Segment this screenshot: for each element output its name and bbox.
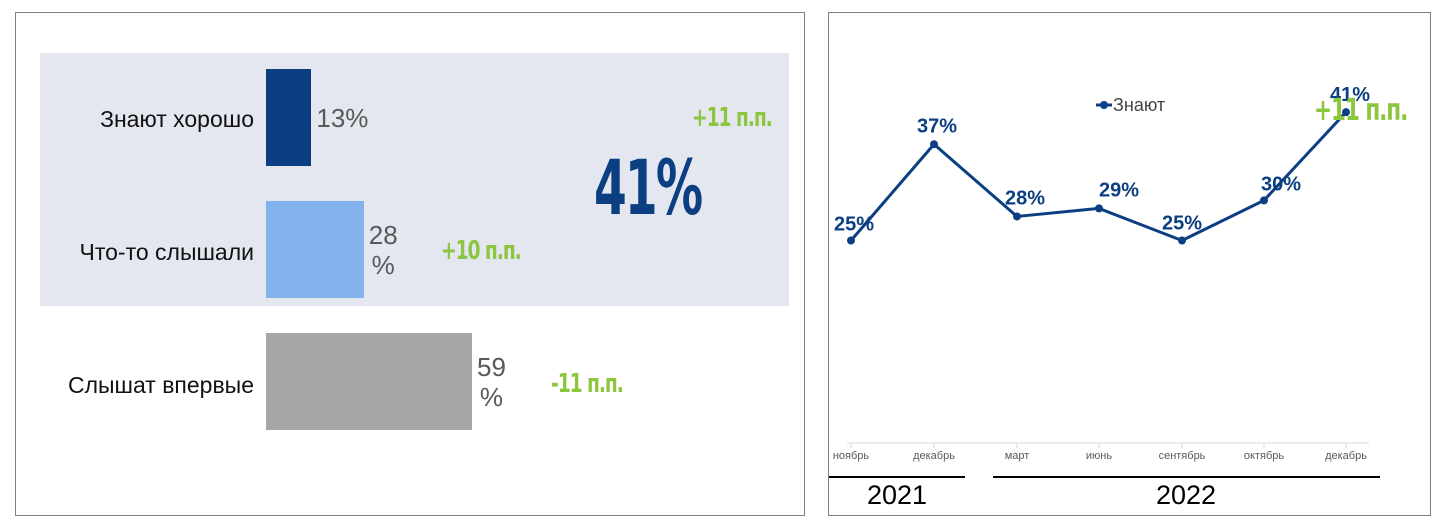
- delta-label-line: +11 п.п.: [1314, 94, 1407, 128]
- value-label-know-well: 13%: [316, 102, 369, 133]
- delta-label-first-time: -11 п.п.: [551, 369, 624, 399]
- data-label: 29%: [1099, 179, 1139, 201]
- value-label-heard-something: 28%: [368, 219, 398, 280]
- year-label-2022: 2022: [1156, 480, 1216, 510]
- data-label: 37%: [917, 115, 957, 137]
- delta-label-heard-something: +10 п.п.: [441, 236, 522, 266]
- data-label: 30%: [1261, 173, 1301, 195]
- x-tick-label: октябрь: [1244, 450, 1284, 462]
- x-tick-label: сентябрь: [1159, 450, 1206, 462]
- legend-marker: [1100, 101, 1108, 109]
- bar-chart-panel: Знают хорошо Что-то слышали Слышат вперв…: [15, 12, 805, 516]
- x-tick-label: ноябрь: [833, 450, 870, 462]
- data-label: 25%: [1162, 213, 1202, 235]
- data-point: [930, 140, 938, 149]
- data-label: 41%: [1330, 84, 1370, 106]
- data-point: [1260, 196, 1268, 205]
- data-label: 28%: [1005, 187, 1045, 209]
- data-point: [1178, 236, 1186, 245]
- aware-group-highlight: [40, 53, 789, 306]
- value-label-first-time: 59%: [477, 351, 506, 412]
- x-tick-label: декабрь: [1325, 450, 1367, 462]
- line-chart: ноябрь декабрь март июнь сентябрь октябрь дека…: [829, 84, 1408, 510]
- bar-know-well: [266, 69, 312, 166]
- bar-first-time: [266, 333, 472, 430]
- category-label-heard-something: Что-то слышали: [79, 239, 254, 265]
- x-tick-label: март: [1005, 450, 1030, 462]
- data-point: [847, 236, 855, 245]
- x-tick-label: декабрь: [913, 450, 955, 462]
- data-point: [1095, 204, 1103, 213]
- data-point: [1013, 212, 1021, 221]
- category-label-know-well: Знают хорошо: [100, 106, 254, 132]
- category-label-first-time: Слышат впервые: [67, 372, 254, 398]
- legend-label: Знают: [1113, 95, 1165, 115]
- line-chart-panel: ноябрь декабрь март июнь сентябрь октябрь дека…: [828, 12, 1431, 516]
- combined-total-label: 41%: [594, 143, 703, 232]
- bar-heard-something: [266, 201, 364, 298]
- year-label-2021: 2021: [867, 480, 927, 510]
- data-label: 25%: [834, 214, 874, 236]
- delta-label-combined: +11 п.п.: [692, 103, 773, 133]
- data-point: [1342, 108, 1350, 117]
- x-tick-label: июнь: [1086, 450, 1112, 462]
